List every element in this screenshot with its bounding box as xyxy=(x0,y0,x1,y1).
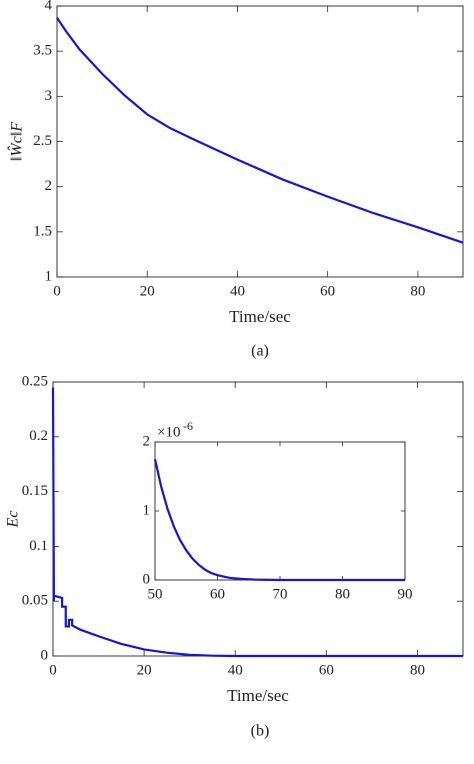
y-tick-label: 0.15 xyxy=(22,483,48,499)
x-tick-label: 80 xyxy=(410,662,425,678)
x-tick-label: 60 xyxy=(320,283,335,299)
x-tick-label: 60 xyxy=(210,586,225,602)
x-tick-label: 20 xyxy=(140,283,155,299)
data-line xyxy=(51,387,463,658)
x-axis-label: Time/sec xyxy=(227,686,289,705)
data-line xyxy=(153,459,405,582)
plot-frame xyxy=(56,5,464,278)
y-tick-label: 0.05 xyxy=(22,593,48,609)
y-tick-label: 0.25 xyxy=(22,373,48,389)
y-multiplier: ×10 xyxy=(157,424,180,440)
data-line xyxy=(56,17,464,244)
x-tick-label: 70 xyxy=(273,586,288,602)
y-tick-label: 1 xyxy=(45,268,53,284)
y-tick-label: 2 xyxy=(143,433,151,449)
y-tick-label: 0.2 xyxy=(29,428,48,444)
caption: (a) xyxy=(251,343,269,360)
y-axis-label: Ec xyxy=(5,511,22,529)
y-tick-label: 3.5 xyxy=(33,43,52,59)
x-tick-label: 20 xyxy=(137,662,152,678)
x-tick-label: 80 xyxy=(335,586,350,602)
y-tick-label: 4 xyxy=(45,0,53,13)
y-multiplier-exponent: -6 xyxy=(183,419,193,433)
x-axis-label: Time/sec xyxy=(229,307,291,326)
y-tick-label: 2.5 xyxy=(33,133,52,149)
y-tick-label: 3 xyxy=(45,88,53,104)
x-tick-label: 80 xyxy=(410,283,425,299)
x-tick-label: 0 xyxy=(49,662,57,678)
x-tick-label: 60 xyxy=(319,662,334,678)
caption: (b) xyxy=(251,723,270,740)
y-tick-label: 0 xyxy=(41,647,49,663)
plot-frame xyxy=(154,441,406,581)
x-tick-label: 50 xyxy=(148,586,163,602)
y-axis-label: ‖Ŵc‖F xyxy=(7,122,26,161)
x-tick-label: 40 xyxy=(228,662,243,678)
x-tick-label: 90 xyxy=(398,586,413,602)
y-tick-label: 1.5 xyxy=(33,223,52,239)
y-tick-label: 0.1 xyxy=(29,538,48,554)
y-tick-label: 0 xyxy=(143,571,151,587)
x-tick-label: 0 xyxy=(53,283,61,299)
x-tick-label: 40 xyxy=(230,283,245,299)
y-tick-label: 1 xyxy=(143,502,151,518)
y-tick-label: 2 xyxy=(45,178,53,194)
